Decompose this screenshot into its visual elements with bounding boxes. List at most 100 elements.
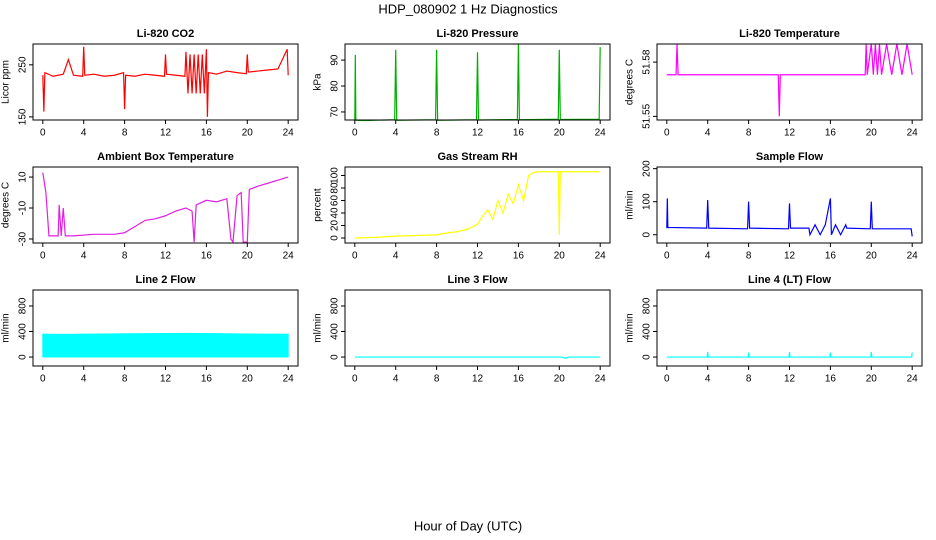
x-tick-label: 20 — [554, 251, 566, 262]
x-tick-label: 4 — [705, 374, 711, 385]
y-tick-label: 90 — [330, 54, 341, 66]
y-tick-label: 0 — [330, 235, 341, 241]
x-axis-label: Hour of Day (UTC) — [414, 518, 522, 533]
x-tick-label: 20 — [554, 128, 566, 139]
x-tick-label: 16 — [825, 251, 837, 262]
x-tick-label: 4 — [393, 128, 399, 139]
y-tick-label: 100 — [642, 193, 653, 210]
y-tick-label: 800 — [330, 297, 341, 314]
x-tick-label: 4 — [393, 251, 399, 262]
panel-title: Sample Flow — [756, 151, 824, 163]
data-line — [354, 171, 601, 239]
y-tick-label: 60 — [330, 195, 341, 207]
x-tick-label: 16 — [201, 128, 213, 139]
y-tick-label: 400 — [642, 323, 653, 340]
y-tick-label: 0 — [642, 232, 653, 238]
x-tick-label: 24 — [907, 128, 919, 139]
plot-frame — [344, 289, 611, 367]
x-tick-label: 0 — [40, 128, 46, 139]
x-tick-label: 24 — [595, 128, 607, 139]
y-tick-label: 100 — [330, 167, 341, 184]
y-axis-label: degrees C — [1, 182, 12, 228]
x-tick-label: 12 — [784, 251, 796, 262]
x-tick-label: 8 — [122, 251, 128, 262]
x-tick-label: 12 — [472, 374, 484, 385]
x-tick-label: 0 — [664, 251, 670, 262]
x-tick-label: 20 — [866, 128, 878, 139]
panel-title: Li-820 Pressure — [437, 28, 519, 40]
x-tick-label: 4 — [393, 374, 399, 385]
x-tick-label: 12 — [784, 128, 796, 139]
chart-title: HDP_080902 1 Hz Diagnostics — [378, 1, 558, 16]
x-tick-label: 20 — [242, 251, 254, 262]
data-line — [666, 351, 913, 358]
x-tick-label: 24 — [595, 374, 607, 385]
x-tick-label: 4 — [81, 374, 87, 385]
plot-frame — [656, 43, 923, 121]
plot-frame — [32, 43, 299, 121]
x-tick-label: 16 — [513, 128, 525, 139]
plot-frame — [344, 166, 611, 244]
panel-title: Line 3 Flow — [448, 274, 508, 286]
y-axis-label: ml/min — [625, 313, 636, 342]
y-tick-label: -10 — [18, 200, 29, 215]
plot-frame — [32, 289, 299, 367]
y-tick-label: 400 — [330, 323, 341, 340]
y-axis-label: degrees C — [625, 59, 636, 105]
panel-title: Li-820 CO2 — [137, 28, 194, 40]
data-line — [666, 43, 913, 117]
panel-title: Li-820 Temperature — [739, 28, 840, 40]
x-tick-label: 16 — [513, 251, 525, 262]
plot-frame — [656, 289, 923, 367]
x-tick-label: 20 — [866, 374, 878, 385]
y-axis-label: kPa — [313, 73, 324, 91]
y-tick-label: 51.58 — [642, 49, 653, 74]
y-tick-label: 70 — [330, 106, 341, 118]
x-tick-label: 12 — [160, 128, 172, 139]
y-axis-label: ml/min — [1, 313, 12, 342]
x-tick-label: 4 — [81, 251, 87, 262]
y-tick-label: 80 — [330, 80, 341, 92]
panel-title: Line 4 (LT) Flow — [748, 274, 831, 286]
x-tick-label: 24 — [283, 374, 295, 385]
x-tick-label: 8 — [746, 251, 752, 262]
panel-title: Ambient Box Temperature — [97, 151, 234, 163]
x-tick-label: 4 — [705, 128, 711, 139]
y-tick-label: 0 — [18, 354, 29, 360]
plot-frame — [656, 166, 923, 244]
x-tick-label: 16 — [825, 374, 837, 385]
x-tick-label: 12 — [472, 251, 484, 262]
x-tick-label: 0 — [352, 128, 358, 139]
x-tick-label: 8 — [746, 374, 752, 385]
x-tick-label: 0 — [352, 374, 358, 385]
x-tick-label: 12 — [160, 374, 172, 385]
x-tick-label: 16 — [201, 374, 213, 385]
x-tick-label: 24 — [595, 251, 607, 262]
panel-title: Line 2 Flow — [136, 274, 196, 286]
x-tick-label: 16 — [825, 128, 837, 139]
x-tick-label: 16 — [201, 251, 213, 262]
y-axis-label: ml/min — [625, 190, 636, 219]
x-tick-label: 16 — [513, 374, 525, 385]
x-tick-label: 0 — [664, 374, 670, 385]
x-tick-label: 8 — [434, 251, 440, 262]
data-line — [42, 46, 289, 117]
x-tick-label: 8 — [434, 128, 440, 139]
x-tick-label: 8 — [122, 374, 128, 385]
data-area — [42, 332, 289, 358]
y-tick-label: 51.55 — [642, 103, 653, 128]
y-tick-label: 10 — [18, 171, 29, 183]
x-tick-label: 0 — [40, 251, 46, 262]
x-tick-label: 20 — [242, 374, 254, 385]
y-tick-label: 80 — [330, 182, 341, 194]
y-tick-label: 20 — [330, 220, 341, 232]
data-line — [42, 172, 289, 244]
data-line — [666, 198, 913, 237]
y-axis-label: Licor ppm — [1, 60, 12, 104]
x-tick-label: 20 — [554, 374, 566, 385]
x-tick-label: 24 — [907, 251, 919, 262]
plot-frame — [32, 166, 299, 244]
x-tick-label: 4 — [705, 251, 711, 262]
x-tick-label: 12 — [160, 251, 172, 262]
